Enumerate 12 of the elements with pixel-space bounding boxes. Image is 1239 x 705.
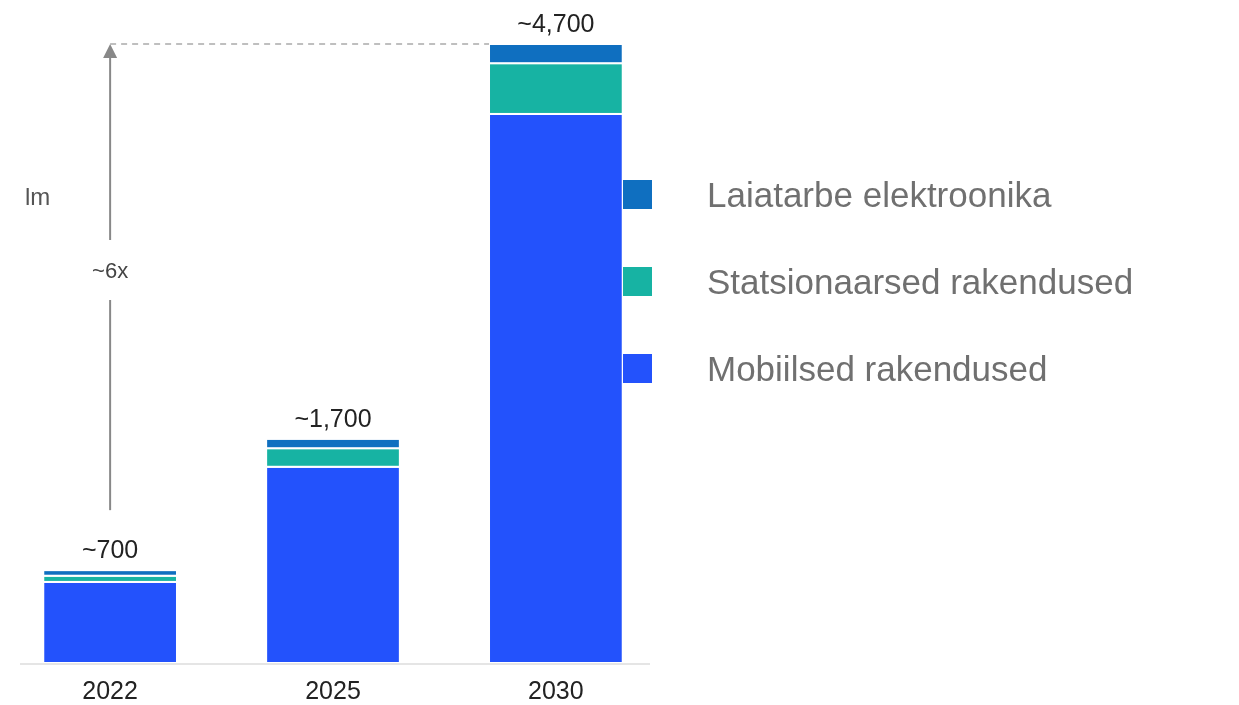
annotation: ~700 — [81, 535, 139, 564]
annotation: ~1,700 — [294, 403, 372, 432]
annotation: ~6x — [92, 258, 129, 283]
x-tick-label: 2022 — [82, 676, 138, 704]
x-tick-label: 2030 — [528, 676, 584, 704]
bar — [42, 580, 178, 664]
annotation: ~4,700 — [517, 9, 595, 37]
x-tick-label: 2025 — [305, 676, 361, 704]
legend-label: Mobiilsed rakendused — [707, 349, 1048, 388]
annotation: lm — [25, 183, 51, 210]
legend-label: Laiatarbe elektroonika — [707, 175, 1052, 214]
legend-label: Statsionaarsed rakendused — [707, 262, 1134, 301]
